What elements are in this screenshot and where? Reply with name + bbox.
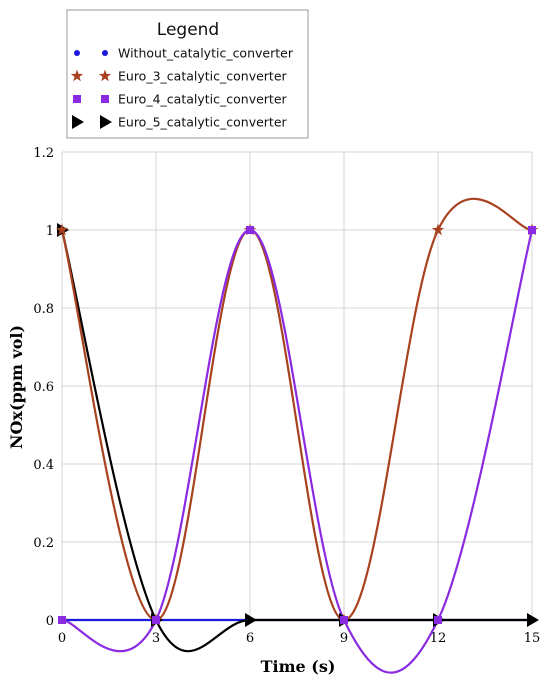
legend-marker-3 [73,95,81,103]
series-3-point [528,226,536,234]
x-tick-label: 9 [340,631,348,646]
legend-marker-1 [102,50,108,56]
x-tick-label: 15 [524,631,541,646]
y-axis-ticks: 0 0.2 0.4 0.6 0.8 1 1.2 [33,146,54,629]
y-tick-label: 1 [46,224,54,239]
y-tick-label: 0.6 [33,380,54,395]
legend-marker-4 [100,115,112,129]
legend-marker-2 [70,69,84,82]
series-2-point [431,223,445,236]
series-line-3 [61,228,534,674]
series-4-point [527,613,539,627]
y-tick-label: 0 [46,614,54,629]
series-lines [60,197,534,674]
series-3-point [58,616,66,624]
y-tick-label: 0.2 [33,536,54,551]
legend-marker-4 [72,115,84,129]
legend-marker-3 [101,95,109,103]
legend-entry-label: Euro_5_catalytic_converter [118,115,288,130]
series-line-2 [60,197,533,622]
x-tick-label: 6 [246,631,254,646]
series-2-point [55,223,69,236]
series-3-point [152,616,160,624]
legend-entry-label: Without_catalytic_converter [118,46,294,61]
x-tick-label: 0 [58,631,66,646]
series-3-point [246,226,254,234]
series-line-4 [60,229,532,653]
legend: Legend Without_catalytic_converter Euro_3… [66,9,309,139]
series-3-point [340,616,348,624]
legend-entry-label: Euro_4_catalytic_converter [118,92,288,107]
y-tick-label: 0.8 [33,302,54,317]
legend-items: Without_catalytic_converter Euro_3_cataly… [70,46,294,130]
legend-marker-1 [74,50,80,56]
series-3-point [434,616,442,624]
x-axis-ticks: 0 3 6 9 12 15 [58,631,540,646]
x-tick-label: 12 [430,631,447,646]
series-4-point [245,613,257,627]
y-tick-label: 0.4 [33,458,54,473]
legend-marker-2 [98,69,112,82]
legend-entry-label: Euro_3_catalytic_converter [118,69,288,84]
x-tick-label: 3 [152,631,160,646]
y-axis-label: NOx(ppm vol) [7,325,26,449]
series-markers [55,223,539,627]
x-axis-label: Time (s) [261,657,336,676]
legend-title: Legend [157,20,219,40]
y-tick-label: 1.2 [33,146,54,161]
